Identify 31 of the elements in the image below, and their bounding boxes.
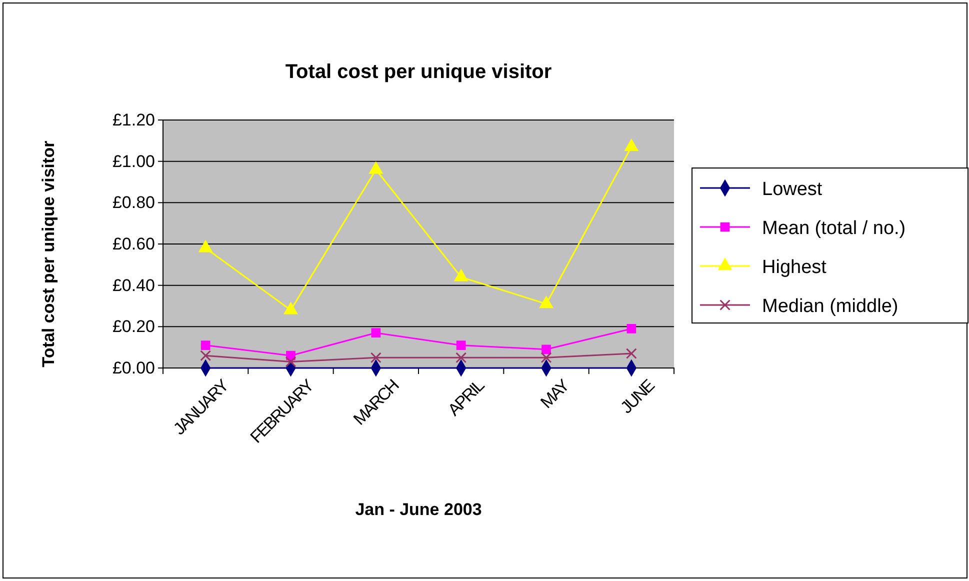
legend-label: Highest xyxy=(762,257,828,278)
point xyxy=(540,352,552,364)
y-tick-label: £0.00 xyxy=(112,358,155,378)
y-tick-label: £0.40 xyxy=(112,276,155,295)
point xyxy=(285,356,296,368)
point xyxy=(626,324,636,334)
y-axis-title: Total cost per unique visitor xyxy=(39,140,58,368)
y-tick-label: £0.80 xyxy=(112,193,155,212)
y-tick-label: £0.20 xyxy=(112,317,155,336)
point xyxy=(539,296,554,308)
y-tick-label: £0.60 xyxy=(112,234,155,254)
point xyxy=(371,328,381,338)
chart-title: Total cost per unique visitor xyxy=(285,61,552,83)
legend-label: Lowest xyxy=(762,179,823,200)
point xyxy=(370,352,382,364)
x-axis-title: Jan - June 2003 xyxy=(355,500,482,519)
point xyxy=(369,162,383,174)
point xyxy=(626,348,637,360)
point xyxy=(200,350,212,362)
legend-label: Mean (total / no.) xyxy=(762,218,906,239)
legend-label: Median (middle) xyxy=(762,296,898,317)
point xyxy=(284,302,298,314)
y-tick-label: £1.20 xyxy=(112,110,155,130)
point xyxy=(200,340,210,350)
point xyxy=(198,240,212,252)
point xyxy=(624,139,638,152)
point xyxy=(456,352,467,364)
point xyxy=(456,340,466,350)
y-tick-label: £1.00 xyxy=(112,152,155,171)
point xyxy=(454,269,468,282)
point xyxy=(542,344,551,354)
